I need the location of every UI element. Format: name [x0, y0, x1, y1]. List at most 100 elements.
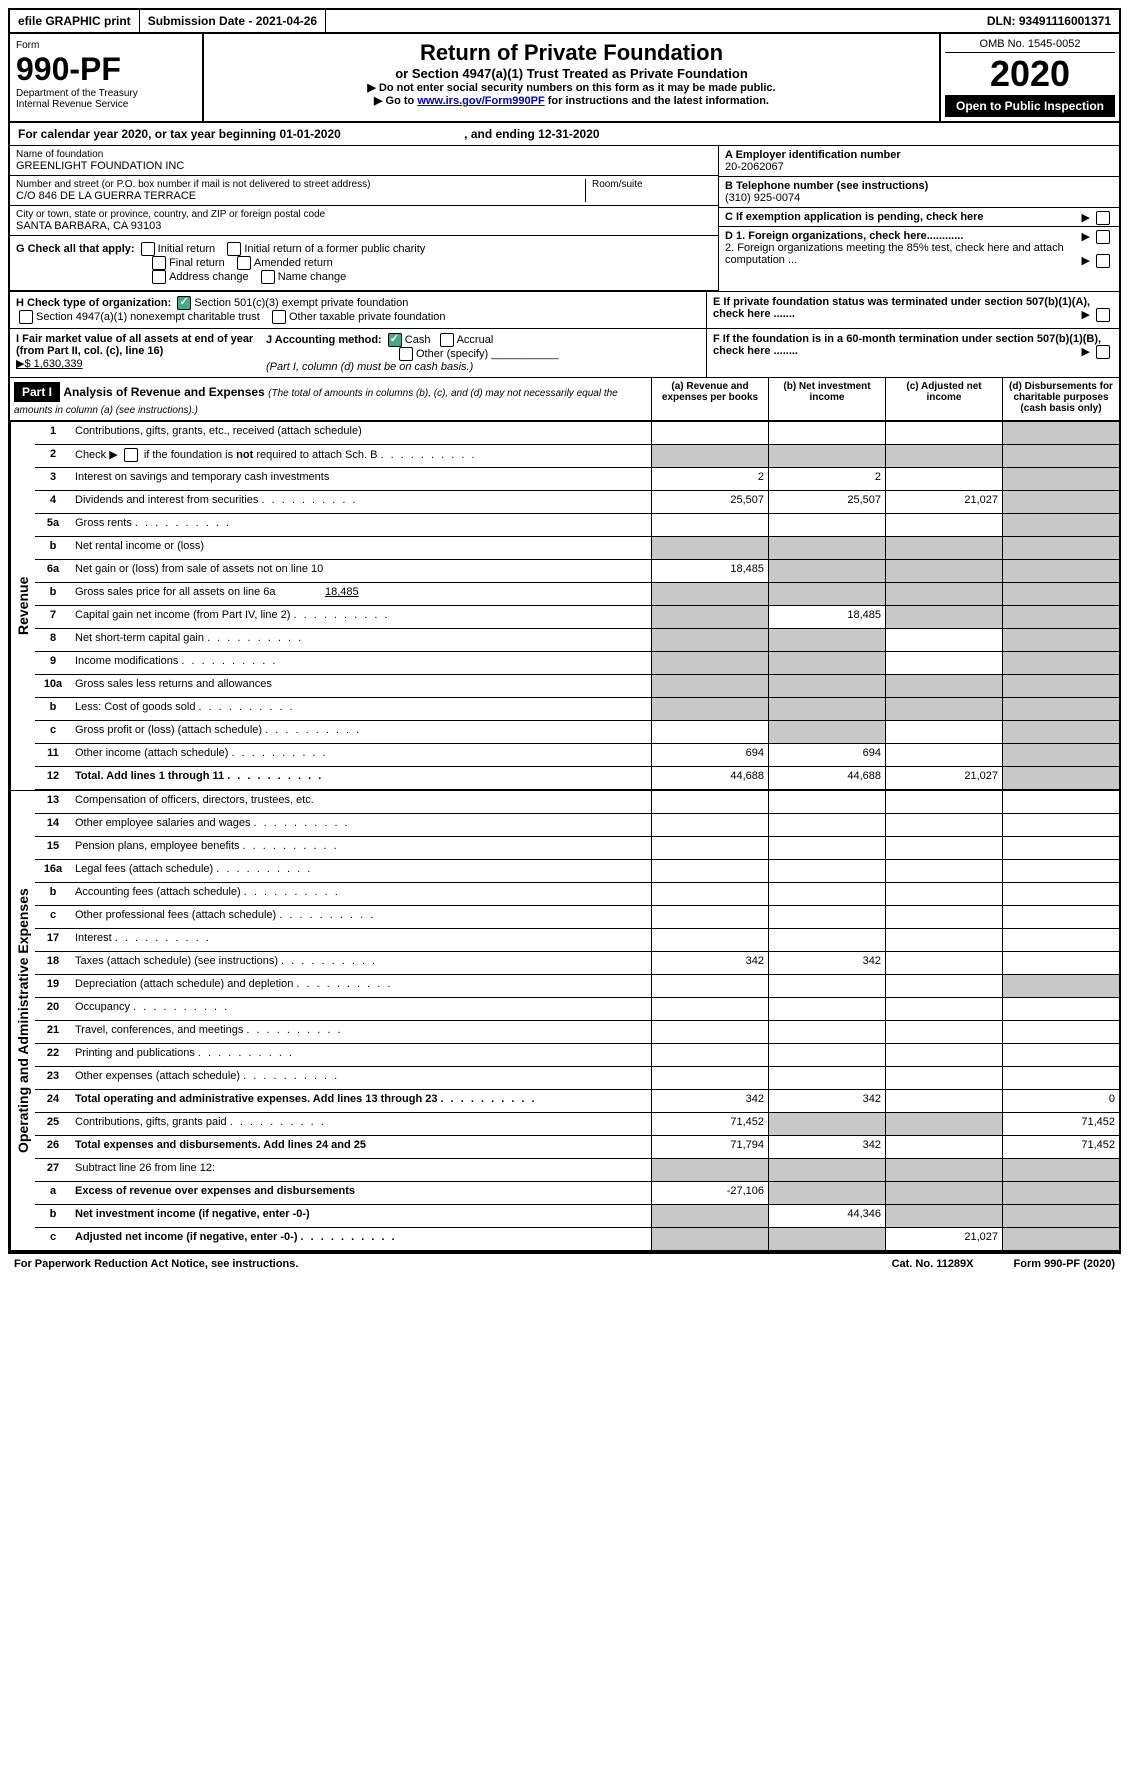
cal-year-b: , and ending 12-31-2020 — [464, 127, 599, 141]
d-cell: D 1. Foreign organizations, check here..… — [719, 227, 1119, 269]
addr-label: Number and street (or P.O. box number if… — [16, 179, 585, 190]
g-amended: Amended return — [254, 257, 333, 269]
line-19: 19Depreciation (attach schedule) and dep… — [35, 975, 1119, 998]
line-10a: 10aGross sales less returns and allowanc… — [35, 675, 1119, 698]
i-label: I Fair market value of all assets at end… — [16, 333, 253, 357]
h-501c3-checkbox[interactable] — [177, 296, 191, 310]
initial-return-checkbox[interactable] — [141, 242, 155, 256]
line-1: 1Contributions, gifts, grants, etc., rec… — [35, 422, 1119, 445]
line-2: 2Check ▶ if the foundation is not requir… — [35, 445, 1119, 468]
line-14: 14Other employee salaries and wages — [35, 814, 1119, 837]
h-row: H Check type of organization: Section 50… — [10, 292, 1119, 329]
line-3: 3Interest on savings and temporary cash … — [35, 468, 1119, 491]
g-final: Final return — [169, 257, 225, 269]
line-9: 9Income modifications — [35, 652, 1119, 675]
final-return-checkbox[interactable] — [152, 256, 166, 270]
g-section: G Check all that apply: Initial return I… — [10, 236, 718, 291]
form-subtitle: or Section 4947(a)(1) Trust Treated as P… — [210, 66, 933, 81]
g-initial-former: Initial return of a former public charit… — [244, 243, 425, 255]
line-5a: 5aGross rents — [35, 514, 1119, 537]
line-8: 8Net short-term capital gain — [35, 629, 1119, 652]
expenses-section: Operating and Administrative Expenses 13… — [10, 790, 1119, 1250]
f-checkbox[interactable] — [1096, 345, 1110, 359]
g-name: Name change — [278, 271, 347, 283]
part1-header-row: Part I Analysis of Revenue and Expenses … — [10, 378, 1119, 421]
line-27: 27Subtract line 26 from line 12: — [35, 1159, 1119, 1182]
line-25: 25Contributions, gifts, grants paid 71,4… — [35, 1113, 1119, 1136]
form-label: Form — [16, 40, 196, 51]
initial-former-checkbox[interactable] — [227, 242, 241, 256]
omb-number: OMB No. 1545-0052 — [945, 38, 1115, 53]
h-opt1: Section 501(c)(3) exempt private foundat… — [194, 297, 408, 309]
foundation-name: GREENLIGHT FOUNDATION INC — [16, 160, 712, 172]
ein-cell: A Employer identification number 20-2062… — [719, 146, 1119, 177]
line-4: 4Dividends and interest from securities … — [35, 491, 1119, 514]
name-change-checkbox[interactable] — [261, 270, 275, 284]
h-opt3: Other taxable private foundation — [289, 311, 446, 323]
j-note: (Part I, column (d) must be on cash basi… — [266, 361, 473, 373]
address: C/O 846 DE LA GUERRA TERRACE — [16, 190, 585, 202]
open-public: Open to Public Inspection — [945, 95, 1115, 117]
revenue-side-label: Revenue — [10, 422, 35, 790]
form-container: efile GRAPHIC print Submission Date - 20… — [8, 8, 1121, 1252]
h-label: H Check type of organization: — [16, 297, 171, 309]
name-label: Name of foundation — [16, 149, 712, 160]
note-ssn: ▶ Do not enter social security numbers o… — [210, 81, 933, 94]
phone: (310) 925-0074 — [725, 192, 1113, 204]
j-accrual-checkbox[interactable] — [440, 333, 454, 347]
line-21: 21Travel, conferences, and meetings — [35, 1021, 1119, 1044]
j-label: J Accounting method: — [266, 334, 382, 346]
room-label: Room/suite — [592, 179, 712, 190]
line-16b: bAccounting fees (attach schedule) — [35, 883, 1119, 906]
info-left: Name of foundation GREENLIGHT FOUNDATION… — [10, 146, 718, 291]
irs-link[interactable]: www.irs.gov/Form990PF — [417, 95, 544, 107]
e-label: E If private foundation status was termi… — [713, 296, 1090, 320]
irs-label: Internal Revenue Service — [16, 99, 196, 110]
note-post: for instructions and the latest informat… — [545, 95, 769, 107]
phone-cell: B Telephone number (see instructions) (3… — [719, 177, 1119, 208]
address-change-checkbox[interactable] — [152, 270, 166, 284]
name-cell: Name of foundation GREENLIGHT FOUNDATION… — [10, 146, 718, 176]
footer-mid: Cat. No. 11289X — [892, 1258, 974, 1270]
d1-checkbox[interactable] — [1096, 230, 1110, 244]
j-cash-checkbox[interactable] — [388, 333, 402, 347]
ein-label: A Employer identification number — [725, 149, 1113, 161]
address-cell: Number and street (or P.O. box number if… — [10, 176, 718, 206]
entity-info: Name of foundation GREENLIGHT FOUNDATION… — [10, 146, 1119, 292]
ij-row: I Fair market value of all assets at end… — [10, 329, 1119, 378]
c-label: C If exemption application is pending, c… — [725, 211, 984, 223]
header-right: OMB No. 1545-0052 2020 Open to Public In… — [939, 34, 1119, 121]
j-other: Other (specify) — [416, 348, 488, 360]
ein: 20-2062067 — [725, 161, 1113, 173]
f-label: F If the foundation is in a 60-month ter… — [713, 333, 1101, 357]
c-checkbox[interactable] — [1096, 211, 1110, 225]
line-23: 23Other expenses (attach schedule) — [35, 1067, 1119, 1090]
line-16a: 16aLegal fees (attach schedule) — [35, 860, 1119, 883]
line-20: 20Occupancy — [35, 998, 1119, 1021]
note-link: ▶ Go to www.irs.gov/Form990PF for instru… — [210, 94, 933, 107]
line-12: 12Total. Add lines 1 through 11 44,68844… — [35, 767, 1119, 790]
h-other-checkbox[interactable] — [272, 310, 286, 324]
amended-return-checkbox[interactable] — [237, 256, 251, 270]
note-pre: ▶ Go to — [374, 95, 417, 107]
tax-year: 2020 — [945, 53, 1115, 95]
line-15: 15Pension plans, employee benefits — [35, 837, 1119, 860]
h-opt2: Section 4947(a)(1) nonexempt charitable … — [36, 311, 260, 323]
e-checkbox[interactable] — [1096, 308, 1110, 322]
info-right: A Employer identification number 20-2062… — [718, 146, 1119, 291]
line-10c: cGross profit or (loss) (attach schedule… — [35, 721, 1119, 744]
h-left: H Check type of organization: Section 50… — [10, 292, 706, 328]
d2-checkbox[interactable] — [1096, 254, 1110, 268]
line-26: 26Total expenses and disbursements. Add … — [35, 1136, 1119, 1159]
efile-label: efile GRAPHIC print — [10, 10, 140, 32]
schb-checkbox[interactable] — [124, 448, 138, 462]
line-27b: bNet investment income (if negative, ent… — [35, 1205, 1119, 1228]
line-6a: 6aNet gain or (loss) from sale of assets… — [35, 560, 1119, 583]
cal-year-a: For calendar year 2020, or tax year begi… — [18, 127, 341, 141]
line-17: 17Interest — [35, 929, 1119, 952]
header-row: Form 990-PF Department of the Treasury I… — [10, 34, 1119, 123]
city-label: City or town, state or province, country… — [16, 209, 712, 220]
h-4947-checkbox[interactable] — [19, 310, 33, 324]
j-other-checkbox[interactable] — [399, 347, 413, 361]
header-mid: Return of Private Foundation or Section … — [204, 34, 939, 121]
